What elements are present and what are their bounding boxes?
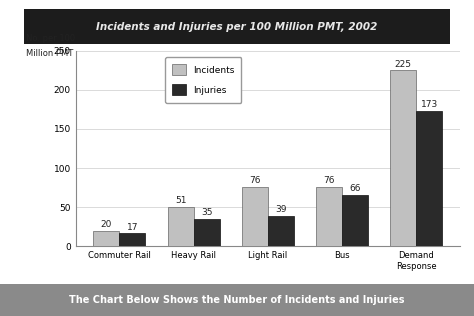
Text: 17: 17 <box>127 222 138 232</box>
Bar <box>268 216 294 246</box>
Text: 39: 39 <box>275 205 287 214</box>
Text: The Chart Below Shows the Number of Incidents and Injuries: The Chart Below Shows the Number of Inci… <box>69 295 405 305</box>
Text: 76: 76 <box>323 176 335 185</box>
Text: 20: 20 <box>100 220 112 229</box>
Bar <box>93 231 119 246</box>
Bar <box>193 219 219 246</box>
Bar <box>416 111 442 246</box>
Bar <box>242 187 268 246</box>
Text: 51: 51 <box>175 196 186 205</box>
Legend: Incidents, Injuries: Incidents, Injuries <box>165 57 241 102</box>
Bar <box>119 233 145 246</box>
Text: Million PMT: Million PMT <box>26 49 73 58</box>
Bar <box>316 187 342 246</box>
Text: 76: 76 <box>249 176 261 185</box>
Text: 66: 66 <box>349 184 361 193</box>
Text: Incidents and Injuries per 100 Million PMT, 2002: Incidents and Injuries per 100 Million P… <box>96 22 378 32</box>
Bar <box>342 195 368 246</box>
Text: No. per 100: No. per 100 <box>26 34 75 43</box>
Text: 225: 225 <box>395 60 412 69</box>
Text: 35: 35 <box>201 209 212 217</box>
Text: 173: 173 <box>421 100 438 109</box>
Bar <box>391 70 416 246</box>
Bar <box>167 207 193 246</box>
